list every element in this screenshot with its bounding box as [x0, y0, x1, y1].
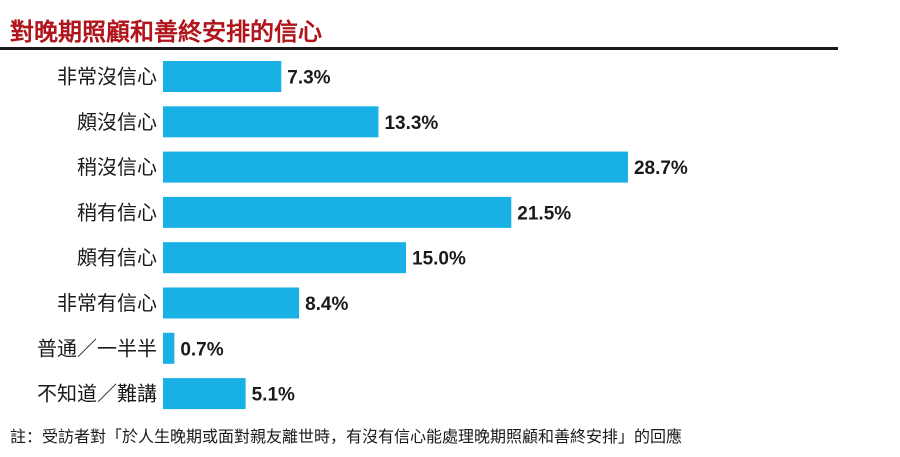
value-label: 15.0% [412, 249, 466, 270]
footnote: 註：受訪者對「於人生晚期或面對親友離世時，有沒有信心能處理晚期照顧和善終安排」的… [10, 427, 683, 446]
bar [163, 106, 379, 138]
value-label: 7.3% [287, 68, 330, 89]
value-label: 0.7% [180, 339, 223, 360]
category-label: 普通／一半半 [37, 336, 157, 360]
category-label: 稍有信心 [77, 200, 157, 224]
value-label: 5.1% [252, 385, 295, 406]
bar [163, 151, 628, 183]
category-label: 稍沒信心 [77, 155, 157, 179]
title-divider [0, 47, 838, 50]
bar [163, 378, 246, 410]
value-label: 28.7% [634, 158, 688, 179]
bar [163, 332, 175, 364]
bar [163, 196, 512, 228]
bars-layer: 非常沒信心 7.3% 頗沒信心 13.3% 稍沒信心 28.7% 稍有信心 21.5% 頗有信心… [37, 61, 688, 410]
category-label: 不知道／難講 [37, 382, 157, 406]
category-label: 頗有信心 [77, 246, 157, 270]
bar [163, 242, 406, 274]
value-label: 21.5% [517, 203, 571, 224]
category-label: 非常有信心 [57, 291, 157, 315]
chart-title: 對晚期照顧和善終安排的信心 [10, 18, 322, 46]
bar [163, 287, 300, 319]
bar [163, 61, 282, 92]
value-label: 8.4% [305, 294, 348, 315]
value-label: 13.3% [384, 113, 438, 134]
category-label: 頗沒信心 [77, 110, 157, 134]
category-label: 非常沒信心 [57, 65, 157, 89]
